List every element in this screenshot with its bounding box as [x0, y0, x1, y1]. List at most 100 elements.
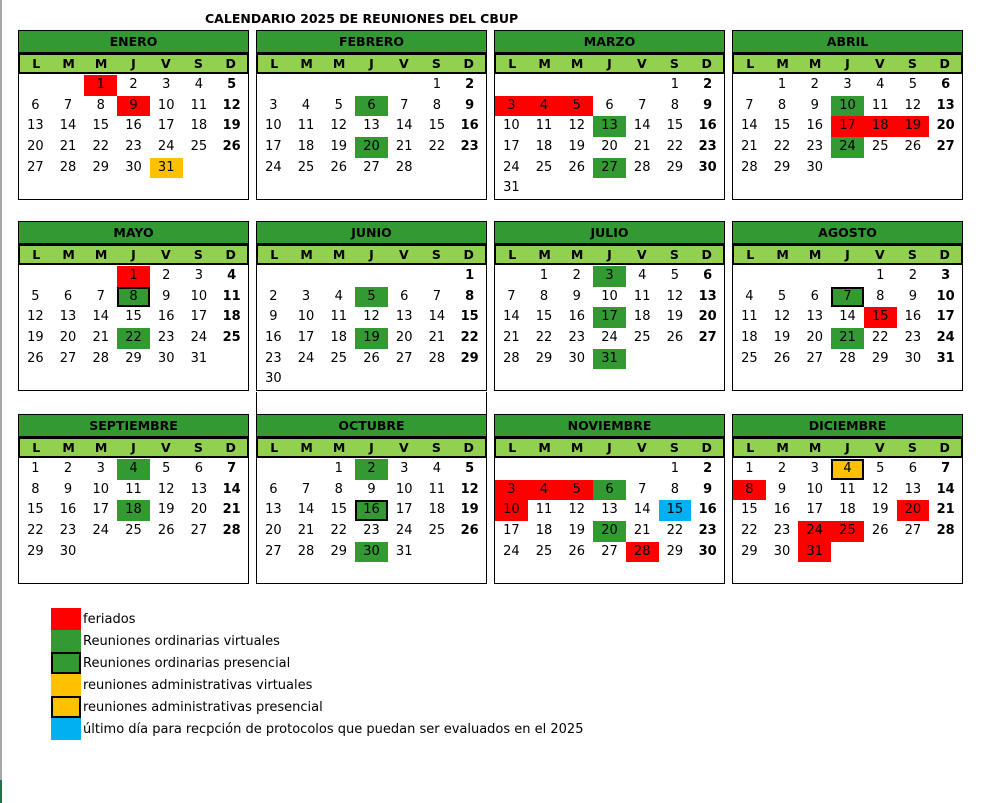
empty-day-cell: [355, 266, 388, 287]
weekday-label: S: [907, 440, 917, 455]
day-cell-virtual: 10: [831, 95, 864, 117]
day-cell: 19: [871, 502, 889, 518]
day-cell: 22: [460, 330, 479, 346]
day-cell: 12: [27, 309, 44, 325]
day-cell: 15: [125, 309, 142, 325]
empty-day-cell: [421, 266, 454, 287]
day-cell: 15: [428, 118, 446, 134]
day-cell: 28: [428, 350, 446, 366]
day-cell: 20: [806, 330, 824, 346]
day-cell-feriado: 28: [625, 541, 659, 563]
empty-day-cell: [19, 266, 52, 287]
day-cell: 16: [568, 309, 586, 325]
day-cell: 19: [157, 502, 175, 518]
month-title: JULIO: [495, 222, 724, 244]
day-cell: 11: [741, 309, 758, 325]
day-cell: 29: [666, 543, 684, 559]
month-septiembre: SEPTIEMBRE L M M J V S D 1 2 3 4 5 6 7 8 9 10 11 12 13 14 15 16…: [18, 414, 249, 584]
day-cell: 11: [222, 288, 241, 304]
empty-day-cell: [626, 459, 659, 480]
day-cell: 2: [162, 268, 171, 283]
day-cell: 10: [936, 288, 955, 304]
empty-day-cell: [593, 75, 626, 96]
day-cell: 21: [633, 139, 651, 155]
weekday-label: M: [94, 440, 108, 455]
day-cell: 25: [125, 523, 142, 539]
day-cell: 23: [363, 523, 380, 539]
legend: feriados Reuniones ordinarias virtuales Re…: [51, 608, 583, 740]
day-cell: 8: [876, 288, 885, 304]
legend-label: feriados: [83, 611, 136, 627]
empty-day-cell: [733, 75, 766, 96]
day-cell: 19: [330, 139, 348, 155]
day-cell: 28: [395, 159, 413, 175]
day-cell: 25: [190, 139, 208, 155]
day-cell: 22: [92, 139, 110, 155]
day-cell: 28: [741, 159, 758, 175]
weekday-label: M: [808, 440, 822, 455]
day-cell: 24: [936, 330, 955, 346]
weekday-label: M: [62, 247, 75, 262]
day-cell: 12: [157, 481, 175, 497]
day-cell: 19: [568, 523, 586, 539]
day-cell: 18: [633, 309, 651, 325]
day-cell: 19: [460, 502, 479, 518]
day-cell: 16: [806, 118, 824, 134]
weekday-label: M: [776, 56, 789, 71]
day-cell: 27: [363, 159, 380, 175]
day-cell: 5: [334, 97, 343, 113]
day-cell: 20: [698, 309, 717, 325]
weekday-label: D: [939, 56, 950, 71]
month-abril: ABRIL L M M J V S D 1 2 3 4 5 6 7 8 9 10 11 12 13 14 15 16 17 18 1…: [732, 30, 963, 200]
day-cell-feriado: 8: [733, 479, 766, 501]
day-cell: 9: [908, 288, 918, 304]
weekday-label: L: [746, 247, 755, 262]
day-cell: 22: [535, 330, 553, 346]
day-cell: 21: [395, 139, 413, 155]
day-cell: 23: [157, 330, 175, 346]
day-cell: 3: [269, 97, 278, 113]
day-cell: 16: [698, 502, 717, 518]
legend-label: último día para recpción de protocolos q…: [83, 721, 584, 737]
day-cell-virtual: 5: [355, 286, 388, 308]
day-cell: 29: [92, 159, 110, 175]
empty-day-cell: [52, 266, 85, 287]
day-cell: 29: [666, 159, 684, 175]
weekday-label: V: [399, 440, 409, 455]
day-cell: 31: [503, 180, 520, 196]
day-cell: 22: [773, 139, 791, 155]
day-cell: 11: [297, 118, 315, 134]
legend-swatch: [51, 718, 81, 740]
day-cell: 22: [741, 523, 758, 539]
weekday-label: L: [270, 440, 279, 455]
day-cell: 24: [503, 159, 520, 175]
day-cell: 2: [465, 77, 475, 92]
weekday-label: M: [332, 247, 346, 262]
weekday-label: S: [193, 440, 203, 455]
day-cell: 26: [904, 139, 922, 155]
day-cell: 2: [572, 268, 581, 283]
day-cell: 13: [806, 309, 824, 325]
day-cell: 10: [190, 288, 208, 304]
day-cell: 29: [871, 350, 889, 366]
day-cell: 26: [871, 523, 889, 539]
day-cell-virtual: 18: [117, 500, 150, 522]
weekday-label: S: [193, 247, 203, 262]
day-cell: 17: [503, 523, 520, 539]
day-cell: 7: [400, 97, 409, 113]
day-cell: 1: [876, 268, 885, 283]
empty-day-cell: [257, 266, 290, 287]
day-cell: 7: [638, 481, 647, 497]
day-cell: 3: [162, 77, 171, 92]
day-cell-presencial: 8: [117, 286, 150, 308]
legend-swatch: [51, 652, 81, 674]
weekday-label: J: [369, 440, 374, 455]
day-grid: 1 2 3 4 5 6 7 8 9 10 11 12 13 14 15 16 17 18 19 20 21 22 23 24 2…: [257, 75, 486, 178]
day-cell-feriado: 15: [863, 307, 897, 329]
empty-day-cell: [52, 75, 85, 96]
day-cell: 12: [330, 118, 348, 134]
day-cell: 14: [59, 118, 77, 134]
day-cell: 5: [876, 461, 885, 476]
weekday-label: S: [431, 440, 441, 455]
